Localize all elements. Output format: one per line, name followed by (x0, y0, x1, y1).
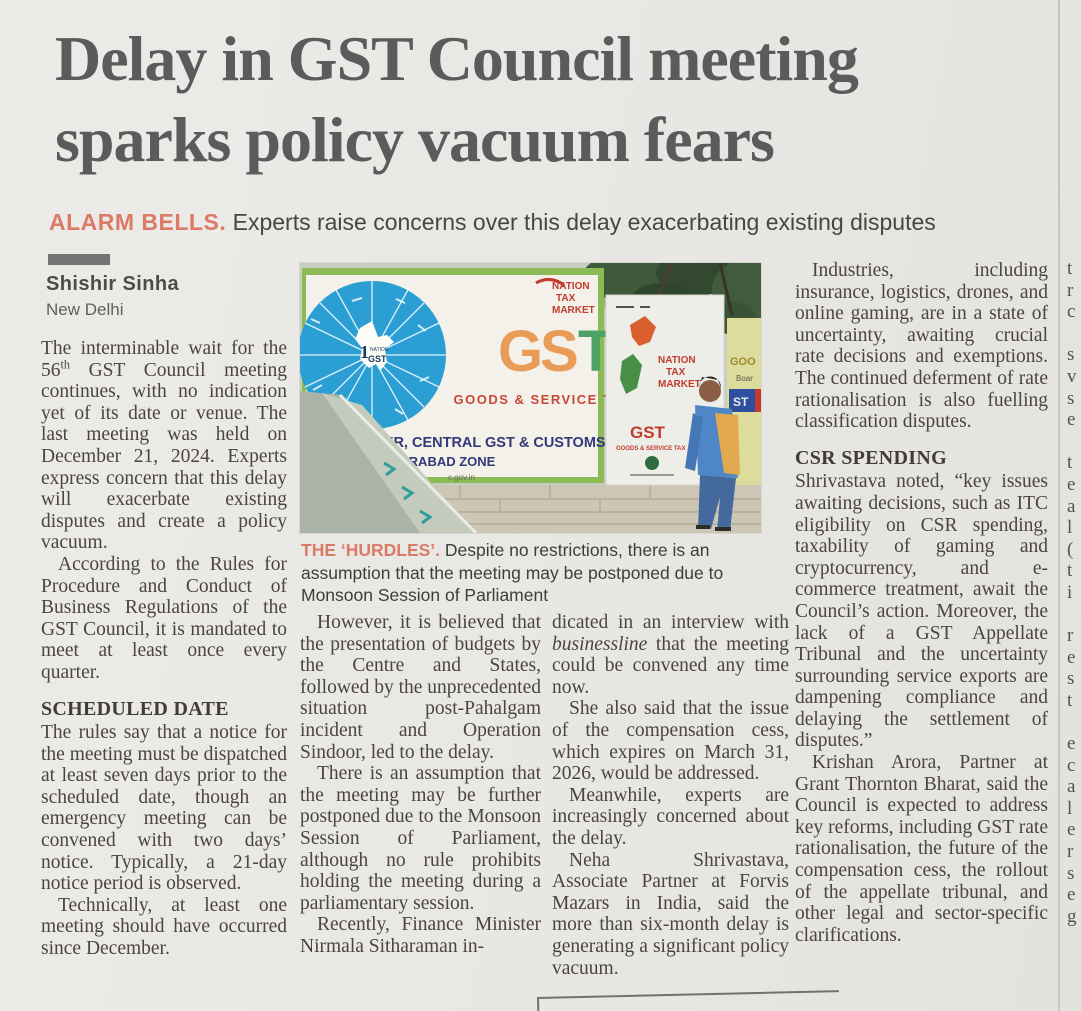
photo-caption: THE ‘HURDLES’. Despite no restrictions, … (301, 539, 751, 607)
india-map (355, 321, 394, 371)
one-nation-gst-wheel: 1 NATION GST (298, 281, 446, 429)
ntm-text: NATION (552, 281, 590, 292)
gst-tagline: GOODS & SERVICE TAX (454, 392, 633, 407)
byline-author: Shishir Sinha (46, 273, 180, 295)
paragraph: She also said that the issue of the comp… (552, 698, 789, 785)
headline: Delay in GST Council meeting sparks poli… (55, 18, 1055, 180)
gst-logo: G S T (483, 319, 613, 384)
poster2-tagline: GOODS & SERVICE TAX (616, 446, 685, 452)
publication-name: businessline (552, 633, 648, 655)
foreground-tarp (300, 391, 478, 535)
paragraph: According to the Rules for Procedure and… (41, 553, 287, 683)
right-poster-text: GOO (730, 356, 756, 368)
paragraph: Meanwhile, experts are increasingly conc… (552, 784, 789, 849)
paragraph: There is an assumption that the meeting … (300, 763, 541, 914)
section-heading-csr-spending: CSR SPENDING (795, 446, 947, 469)
headline-line2: sparks policy vacuum fears (55, 104, 775, 175)
caption-label: THE ‘HURDLES’. (301, 540, 441, 560)
tree-branch (718, 262, 734, 316)
pedestrian (685, 376, 740, 531)
paragraph-text: dicated in an interview with (552, 612, 789, 633)
ntm-text: TAX (556, 293, 576, 304)
pedestrian-jeans (698, 475, 736, 531)
wheel-one: 1 (360, 342, 369, 362)
section-heading-scheduled-date: SCHEDULED DATE (41, 697, 229, 720)
clipped-column-fragments: t r c s v s e t e a l ( t i r e s t e c … (1067, 258, 1077, 927)
paragraph: Technically, at least one meeting should… (41, 894, 287, 960)
dept-line1: IONER, CENTRAL GST & CUSTOMS (358, 435, 606, 451)
paragraph-text: The interminable wait for the 56 (41, 338, 287, 381)
wheel-nation: NATION (370, 347, 389, 353)
paragraph: Industries, including insurance, logisti… (795, 260, 1048, 433)
poster2-ntm: MARKET (658, 379, 701, 390)
byline-location: New Delhi (46, 300, 124, 319)
poster2-ntm: TAX (666, 367, 686, 378)
poster2-ntm: NATION (658, 355, 696, 366)
nation-tax-market-logo: NATION TAX MARKET (535, 278, 595, 316)
dept-url: c.gov.in (448, 473, 475, 482)
right-poster-text: Boar (736, 374, 753, 383)
gst-billboard-photo: GOO Boar ST NATION TAX (298, 251, 788, 535)
map-orange (630, 316, 656, 346)
caption-text: Despite no restrictions, there is an ass… (301, 540, 724, 605)
headline-line1: Delay in GST Council meeting (55, 23, 859, 94)
paragraph: Shrivastava noted, “key issues awaiting … (795, 471, 1048, 752)
paragraph: Neha Shrivastava, Associate Partner at F… (552, 849, 789, 979)
gst-letter-g: G (498, 319, 543, 384)
article-column-2: However, it is believed that the present… (300, 612, 541, 958)
dept-line2: ERABAD ZONE (400, 454, 496, 469)
article-photo: GOO Boar ST NATION TAX (298, 251, 788, 535)
paragraph: dicated in an interview with businesslin… (552, 612, 789, 698)
ntm-text: MARKET (552, 305, 595, 316)
ordinal-superscript: th (60, 357, 70, 372)
kicker: ALARM BELLS. Experts raise concerns over… (49, 209, 1049, 236)
pedestrian-head (699, 380, 721, 402)
column-rule (1058, 0, 1060, 1011)
paragraph: The rules say that a notice for the meet… (41, 722, 287, 895)
article-column-1: The interminable wait for the 56th GST C… (41, 338, 287, 960)
article-column-4: Industries, including insurance, logisti… (795, 260, 1048, 946)
wheel-gst: GST (368, 354, 387, 364)
kicker-text: Experts raise concerns over this delay e… (226, 209, 936, 235)
main-billboard: NATION TAX MARKET 1 NATION GST (298, 268, 633, 483)
map-green (620, 354, 642, 394)
byline-bar (48, 254, 110, 265)
right-poster-gst: ST (733, 395, 749, 409)
paragraph: However, it is believed that the present… (300, 612, 541, 763)
kicker-label: ALARM BELLS. (49, 209, 227, 235)
gst-letter-s: S (540, 319, 579, 384)
paragraph-text: GST Council meeting continues, with no i… (41, 359, 287, 554)
paragraph-text: that the meeting could be convened any t… (552, 633, 789, 698)
clipped-bottom-box (537, 990, 840, 1011)
article-column-3: dicated in an interview with businesslin… (552, 612, 789, 979)
paragraph: Krishan Arora, Partner at Grant Thornton… (795, 752, 1048, 946)
poster2-gst: GST (630, 423, 666, 442)
byline: Shishir Sinha New Delhi (46, 273, 179, 320)
paragraph: The interminable wait for the 56th GST C… (41, 338, 287, 554)
paragraph: Recently, Finance Minister Nirmala Sitha… (300, 914, 541, 957)
